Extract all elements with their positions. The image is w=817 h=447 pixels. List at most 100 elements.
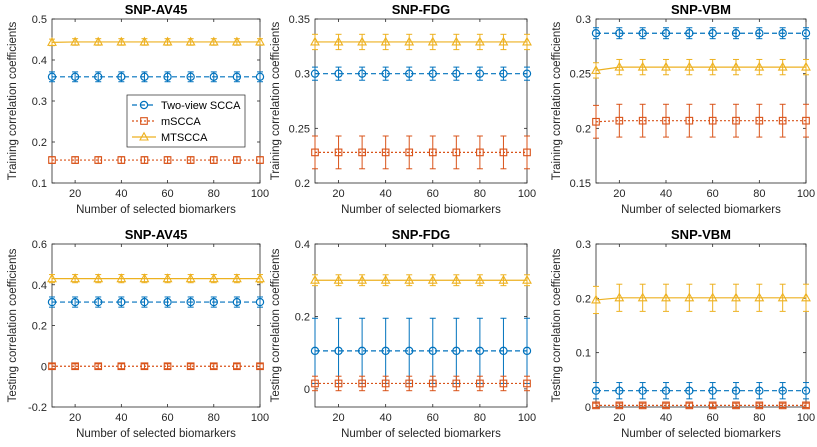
y-tick-label: 0 — [304, 384, 310, 396]
series-mscca — [592, 401, 810, 410]
data-point — [139, 273, 150, 283]
data-point — [428, 379, 437, 388]
data-point — [358, 379, 366, 388]
data-point — [474, 274, 485, 284]
data-point — [499, 69, 508, 78]
data-point — [615, 29, 624, 38]
y-tick-label: 0.2 — [576, 293, 591, 305]
data-point — [755, 116, 764, 125]
data-point — [116, 36, 127, 46]
data-point — [404, 274, 415, 284]
data-point — [522, 69, 532, 78]
data-point — [47, 37, 57, 46]
data-point — [208, 36, 219, 46]
data-point — [405, 148, 414, 157]
data-point — [94, 362, 103, 371]
series-line — [595, 120, 806, 123]
chart-title: SNP-FDG — [392, 2, 451, 17]
data-point — [474, 36, 485, 46]
x-axis-label: Number of selected biomarkers — [341, 204, 501, 216]
data-point — [591, 65, 601, 74]
data-point — [334, 69, 343, 78]
data-point — [140, 156, 149, 164]
data-point — [117, 72, 126, 82]
y-axis-label: Testing correlation coefficients — [551, 248, 563, 402]
x-tick-label: 40 — [380, 188, 392, 200]
data-point — [638, 29, 647, 38]
data-point — [522, 36, 532, 46]
data-point — [186, 297, 195, 307]
data-point — [381, 69, 390, 78]
series-two-view-scca — [47, 296, 265, 308]
data-point — [428, 69, 437, 78]
data-point — [405, 346, 414, 356]
data-point — [451, 36, 462, 46]
y-tick-label: 0.15 — [570, 178, 591, 190]
data-point — [708, 386, 717, 395]
data-point — [428, 346, 437, 356]
y-tick-label: 0.4 — [32, 280, 47, 292]
x-tick-label: 60 — [427, 188, 439, 200]
data-point — [498, 36, 509, 46]
data-point — [661, 386, 671, 395]
axes-box — [314, 18, 528, 184]
data-point — [475, 69, 485, 78]
data-point — [778, 116, 787, 125]
legend: Two-view SCCA mSCCA MTSCCA — [126, 94, 246, 148]
data-point — [404, 36, 415, 46]
data-point — [185, 36, 196, 46]
data-point — [117, 362, 126, 371]
data-point — [777, 61, 788, 71]
data-point — [93, 36, 104, 46]
data-point — [140, 72, 149, 82]
series-two-view-scca — [310, 66, 532, 81]
data-point — [209, 297, 218, 307]
y-axis-label: Testing correlation coefficients — [270, 248, 282, 402]
x-tick-label: 100 — [518, 412, 536, 424]
data-point — [732, 401, 740, 410]
x-tick-label: 60 — [161, 412, 173, 424]
x-tick-label: 80 — [474, 412, 486, 424]
y-tick-label: 0.25 — [570, 69, 591, 81]
data-point — [708, 116, 717, 125]
data-point — [209, 72, 218, 82]
data-point — [256, 362, 264, 371]
data-point — [499, 346, 508, 356]
x-tick-label: 60 — [427, 412, 439, 424]
data-point — [802, 116, 810, 125]
data-point — [381, 148, 390, 157]
data-point — [381, 379, 390, 388]
data-point — [801, 386, 811, 395]
x-tick-label: 100 — [251, 412, 269, 424]
data-point — [310, 274, 320, 284]
x-tick-label: 100 — [797, 412, 815, 424]
x-tick-label: 40 — [660, 188, 672, 200]
y-tick-label: 0.1 — [576, 348, 591, 360]
x-tick-label: 40 — [115, 188, 127, 200]
data-point — [685, 116, 694, 125]
y-tick-label: 0.4 — [32, 55, 47, 67]
data-point — [380, 274, 391, 284]
data-point — [185, 273, 196, 283]
data-point — [638, 386, 647, 395]
data-point — [522, 346, 532, 356]
data-point — [357, 36, 368, 46]
data-point — [707, 61, 718, 71]
data-point — [94, 156, 103, 164]
data-point — [163, 72, 172, 82]
data-point — [451, 274, 462, 284]
x-axis-label: Number of selected biomarkers — [76, 204, 236, 216]
x-tick-label: 40 — [380, 412, 392, 424]
data-point — [475, 346, 485, 356]
data-point — [499, 379, 508, 388]
subplot-5: 20 40 60 80 100 0 0.2 0.4 SNP-FDG Number of selec… — [270, 227, 536, 440]
data-point — [232, 297, 242, 307]
x-tick-label: 20 — [332, 412, 344, 424]
data-point — [638, 401, 647, 410]
series-mscca — [48, 362, 264, 371]
data-point — [522, 274, 532, 284]
data-point — [615, 116, 624, 125]
data-point — [47, 273, 57, 283]
y-tick-label: 0.2 — [32, 137, 47, 149]
data-point — [591, 386, 601, 395]
